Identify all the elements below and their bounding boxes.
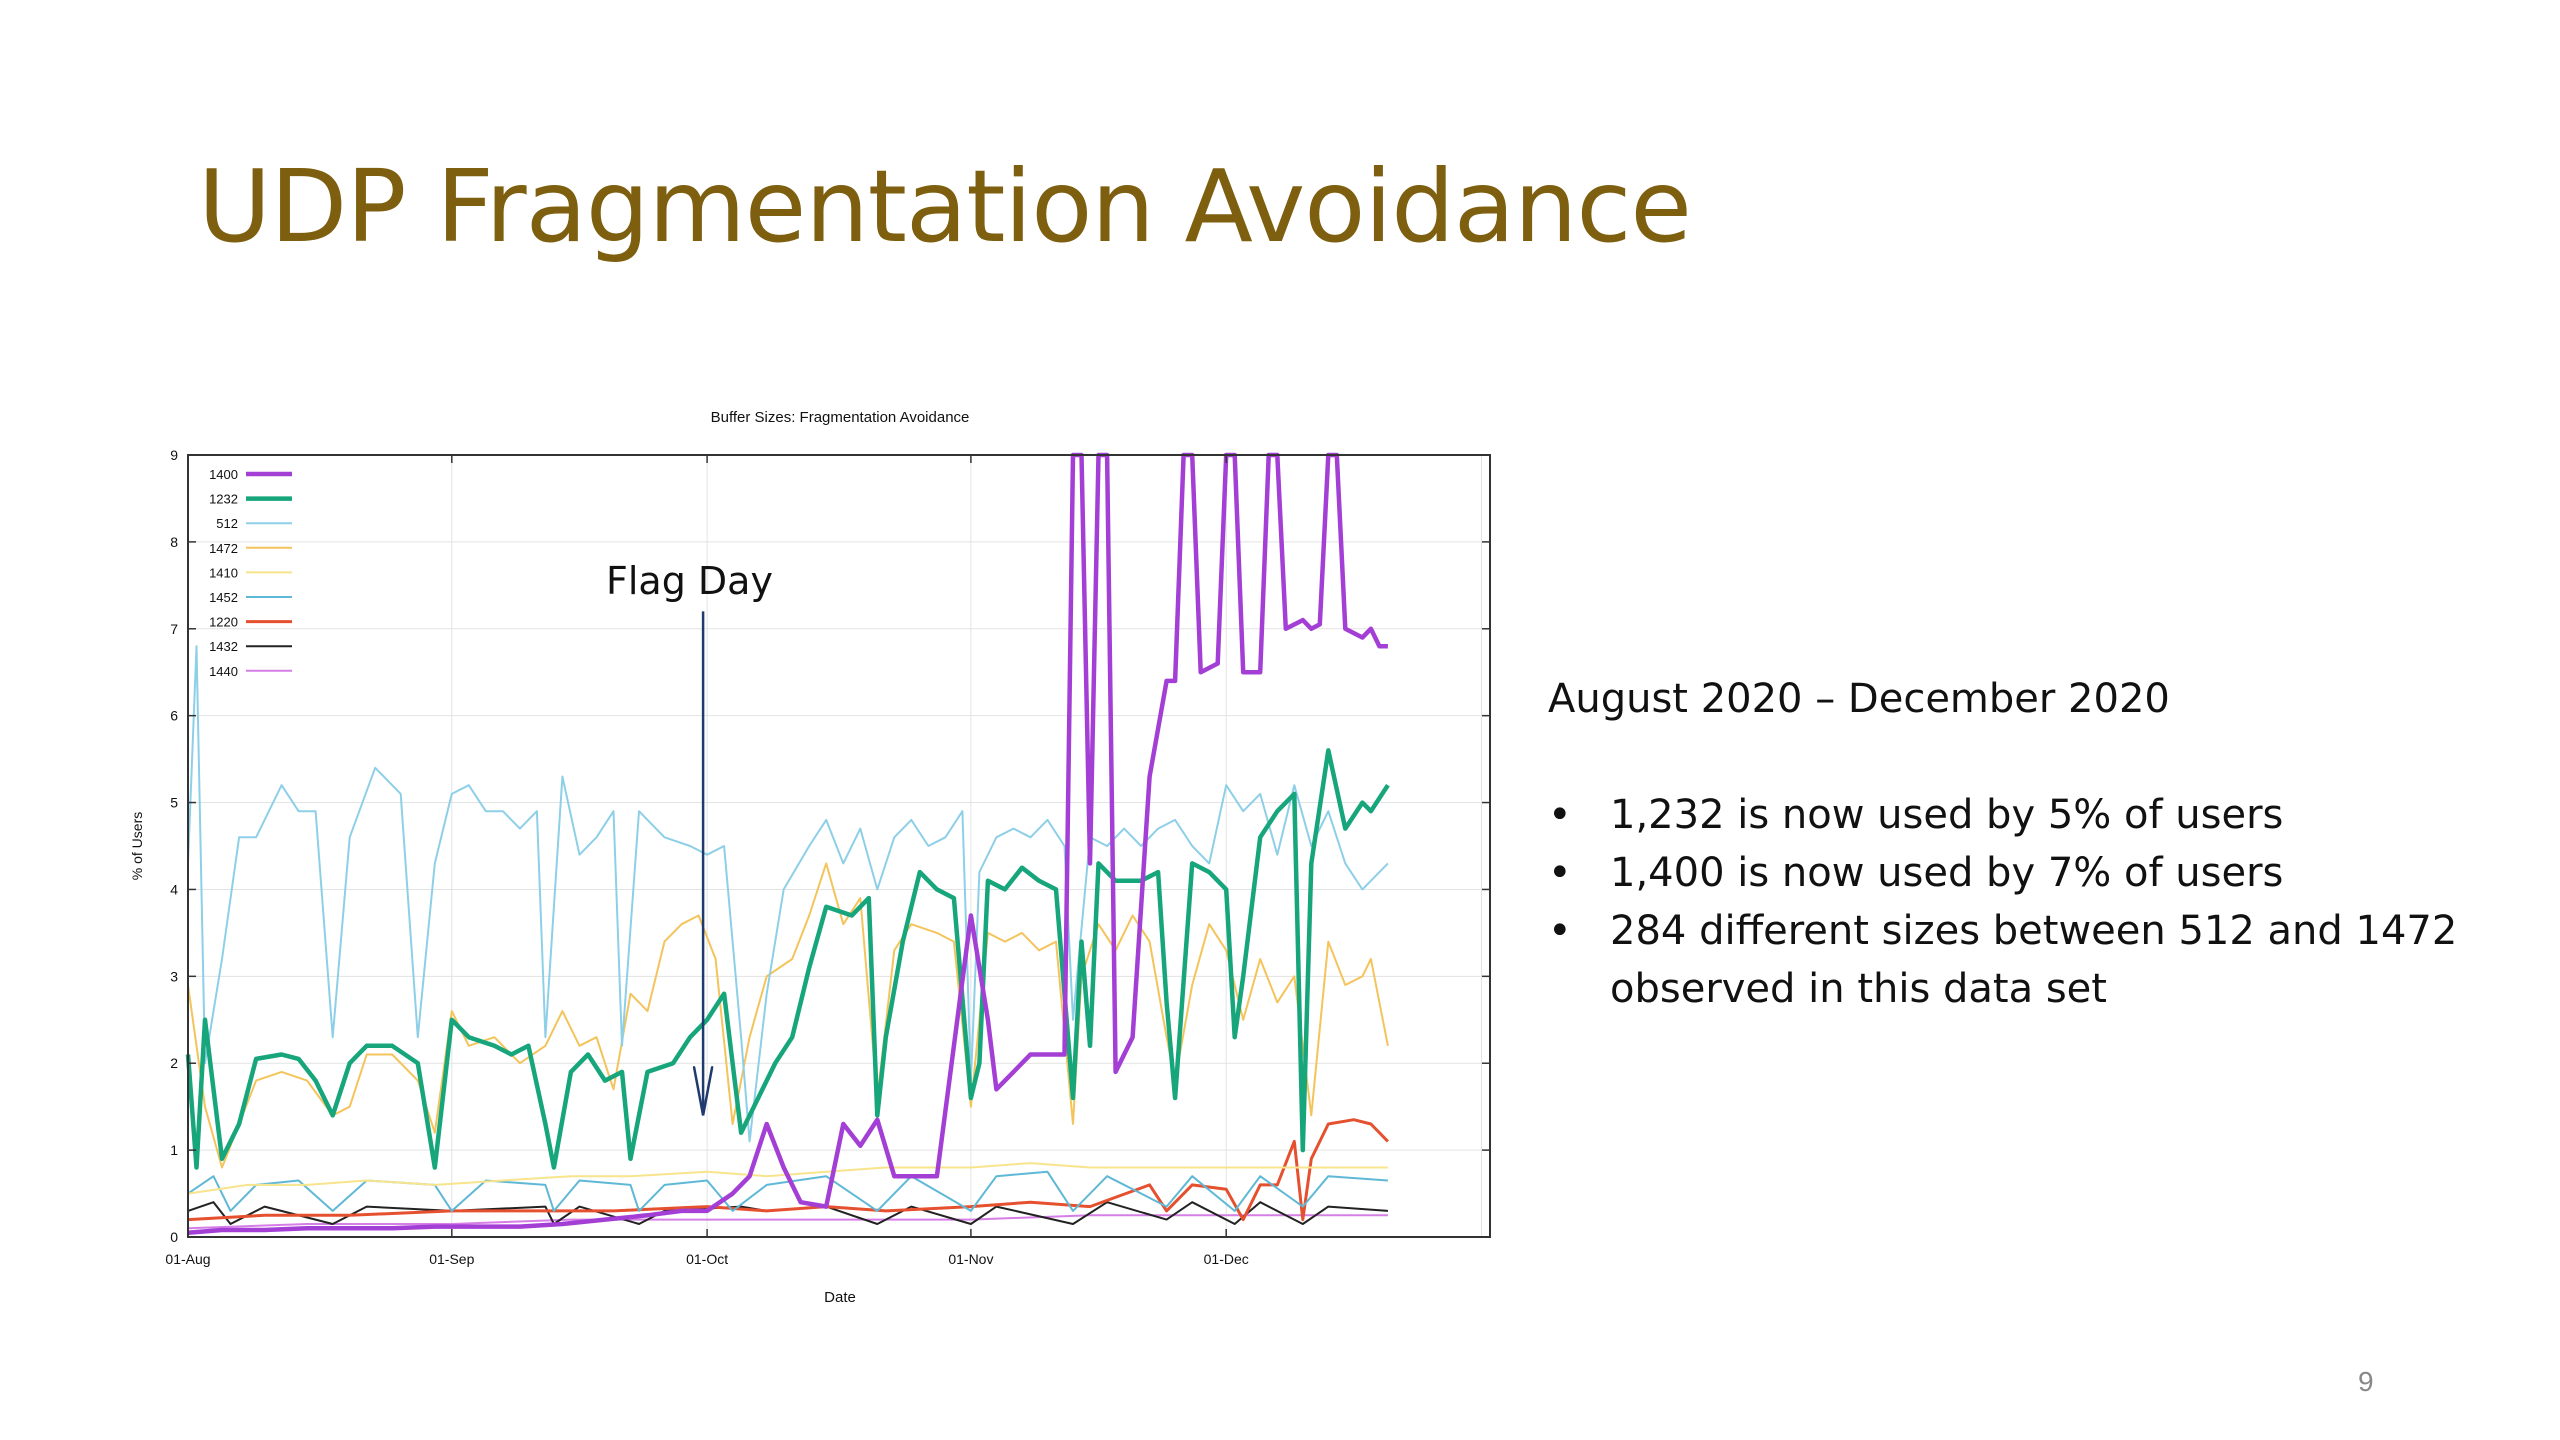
date-range: August 2020 – December 2020 [1548,676,2170,722]
y-tick-label: 5 [170,795,178,811]
series-1440-line [187,1214,1388,1230]
series-512-line [187,645,1389,1143]
x-tick-label: 01-Aug [165,1251,210,1267]
chart-title: Buffer Sizes: Fragmentation Avoidance [711,409,970,426]
bullet-list: • 1,232 is now used by 5% of users • 1,400… [1548,786,2548,1018]
series-1452-line [187,1170,1388,1212]
bullet-glyph: • [1548,850,1572,896]
y-tick-label: 1 [170,1142,178,1158]
series-1232-line [185,748,1390,1170]
plot-frame [187,454,1491,1238]
x-tick-label: 01-Sep [429,1251,474,1267]
arrow-head [692,1066,714,1116]
y-tick-label: 4 [170,881,178,897]
bullet-item: • 284 different sizes between 512 and 147… [1548,902,2548,1018]
flag-day-arrow [692,611,714,1116]
bullet-text: 1,232 is now used by 5% of users [1610,792,2284,838]
series-1472-line [187,862,1389,1169]
y-tick-label: 9 [170,447,178,463]
y-tick-label: 3 [170,968,178,984]
legend-label: 1410 [209,565,238,580]
legend-label: 512 [216,516,238,531]
legend-label: 1452 [209,590,238,605]
chart-axes: 0 1 2 3 4 5 6 7 8 9 01-Aug 01-Sep 01-Oct 01-Nov 01-Dec [165,447,1490,1267]
bullet-item: • 1,232 is now used by 5% of users [1548,786,2548,844]
summary-text: August 2020 – December 2020 • 1,232 is no… [1548,670,2548,1018]
x-tick-label: 01-Oct [686,1251,728,1267]
flag-day-label: Flag Day [606,559,773,603]
x-axis-label: Date [824,1289,856,1306]
legend-label: 1432 [209,639,238,654]
bullet-text: 284 different sizes between 512 and 1472… [1610,908,2458,1012]
bullet-item: • 1,400 is now used by 7% of users [1548,844,2548,902]
series-1220-line [187,1118,1389,1222]
y-axis-label: % of Users [129,812,145,880]
legend-label: 1472 [209,541,238,556]
bullet-glyph: • [1548,908,1572,954]
legend-label: 1220 [209,615,238,630]
bullet-text: 1,400 is now used by 7% of users [1610,850,2284,896]
legend-label: 1232 [209,492,238,507]
series-1400-line [187,452,1388,1235]
y-tick-label: 2 [170,1055,178,1071]
y-tick-label: 8 [170,534,178,550]
slide-number: 9 [2358,1366,2374,1397]
y-tick-label: 0 [170,1229,178,1245]
bullet-glyph: • [1548,792,1572,838]
x-tick-label: 01-Dec [1204,1251,1249,1267]
series-1410-line [187,1162,1388,1195]
slide-title: UDP Fragmentation Avoidance [198,148,1692,265]
legend-label: 1440 [209,664,238,679]
y-tick-label: 7 [170,621,178,637]
chart-series [185,452,1390,1235]
legend-label: 1400 [209,467,238,482]
legend: 1400 1232 512 1472 1410 1452 1220 1432 1440 [209,467,292,679]
y-tick-label: 6 [170,708,178,724]
x-tick-label: 01-Nov [948,1251,993,1267]
